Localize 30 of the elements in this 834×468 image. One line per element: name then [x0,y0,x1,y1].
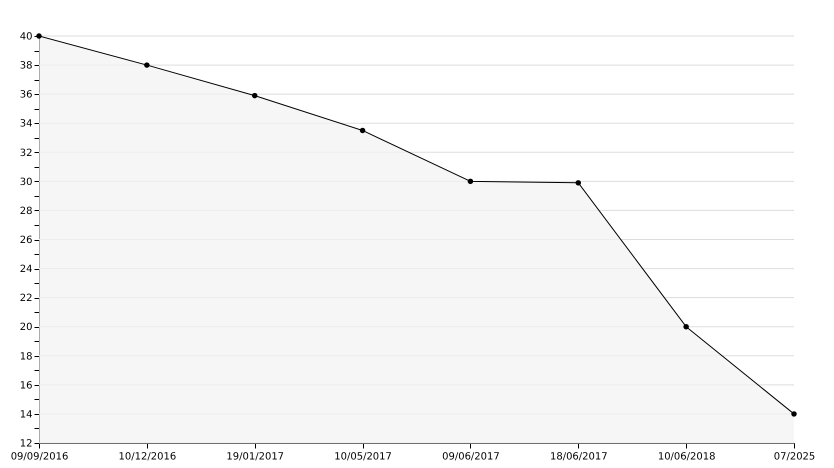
point [683,324,689,330]
y-tick-label: 28 [20,206,32,217]
x-tick-label: 09/09/2016 [10,452,68,462]
y-tick-label: 26 [20,235,32,246]
y-tick-label: 40 [20,32,32,42]
point [791,411,797,417]
y-tick-label: 32 [20,148,32,159]
x-tick-label: 19/01/2017 [226,452,284,462]
point [468,178,474,184]
point [252,92,258,98]
y-tick-label: 34 [20,118,32,130]
y-tick-label: 18 [20,351,32,362]
y-tick-label: 22 [20,293,32,304]
x-tick-label: 10/12/2016 [118,452,176,462]
point [144,62,150,68]
point [360,128,366,134]
y-tick-label: 24 [20,264,32,276]
y-tick-label: 30 [20,176,32,188]
x-tick-label: 07/2025 [774,452,816,462]
y-tick-label: 12 [20,438,32,450]
y-tick-label: 20 [20,322,32,334]
x-tick-label: 18/06/2017 [550,452,608,462]
point [576,180,582,186]
y-tick-label: 16 [20,380,32,392]
x-tick-label: 10/05/2017 [334,452,392,462]
y-tick-label: 14 [20,409,32,420]
x-tick-label: 09/06/2017 [442,452,500,462]
x-tick-label: 10/06/2018 [658,452,716,462]
y-tick-label: 36 [20,90,32,101]
y-tick-label: 38 [20,60,32,72]
